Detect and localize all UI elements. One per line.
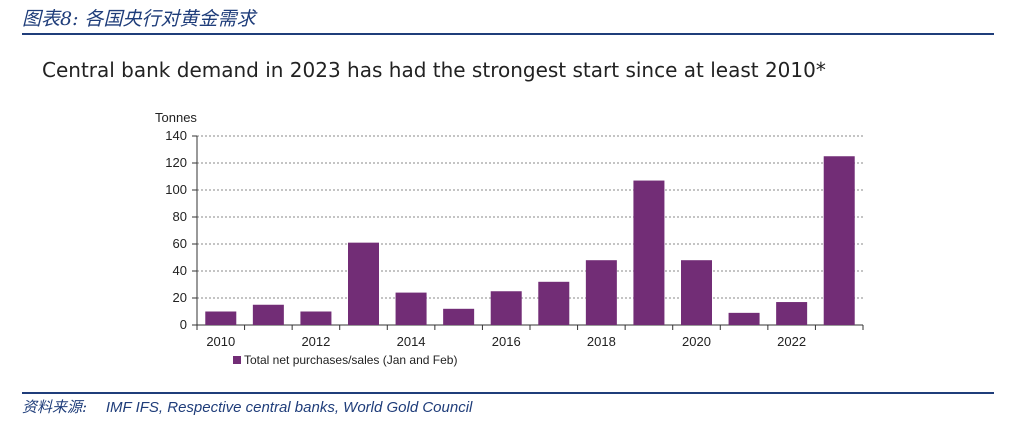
y-axis-unit-label: Tonnes (155, 110, 197, 125)
x-tick-label: 2016 (492, 334, 521, 349)
bottom-divider (22, 392, 994, 394)
bar-2013 (348, 242, 379, 325)
source-text: IMF IFS, Respective central banks, World… (105, 399, 473, 416)
legend-label: Total net purchases/sales (Jan and Feb) (244, 353, 457, 367)
source-note: 资料来源: IMF IFS, Respective central banks,… (22, 396, 472, 417)
bar-chart: 0 20 40 60 80 100 120 140 Tonnes 2010 2012 2014 2016… (155, 110, 864, 367)
x-tick-label: 2022 (777, 334, 806, 349)
y-tick-label: 100 (165, 182, 187, 197)
y-tick-label: 20 (173, 290, 187, 305)
y-tick-label: 80 (173, 209, 187, 224)
x-tick-label: 2010 (206, 334, 235, 349)
bar-2018 (585, 260, 617, 325)
y-tick-label: 40 (173, 263, 187, 278)
source-label: 资料来源: (22, 398, 88, 416)
bar-2017 (538, 281, 570, 325)
bar-2021 (728, 312, 760, 325)
y-tick-label: 120 (165, 155, 187, 170)
bar-2020 (681, 260, 712, 325)
x-tick-label: 2018 (587, 334, 616, 349)
chart-title: Central bank demand in 2023 has had the … (42, 58, 826, 82)
x-tick-label: 2012 (301, 334, 330, 349)
bar-2022 (776, 302, 808, 325)
y-tick-label: 140 (165, 128, 187, 143)
bar-2010 (205, 311, 237, 325)
bar-2011 (252, 304, 284, 325)
figure-label: 图表8: 各国央行对黄金需求 (22, 8, 256, 30)
legend-swatch (233, 356, 241, 364)
bar-2015 (443, 308, 475, 325)
bar-2012 (300, 311, 332, 325)
top-divider (22, 33, 994, 35)
y-tick-label: 0 (180, 317, 187, 332)
bar-2014 (395, 292, 427, 325)
bar-2023 (823, 156, 855, 325)
bar-2019 (633, 180, 665, 325)
x-tick-label: 2020 (682, 334, 711, 349)
x-tick-label: 2014 (397, 334, 426, 349)
y-tick-label: 60 (173, 236, 187, 251)
bar-2016 (490, 291, 522, 325)
